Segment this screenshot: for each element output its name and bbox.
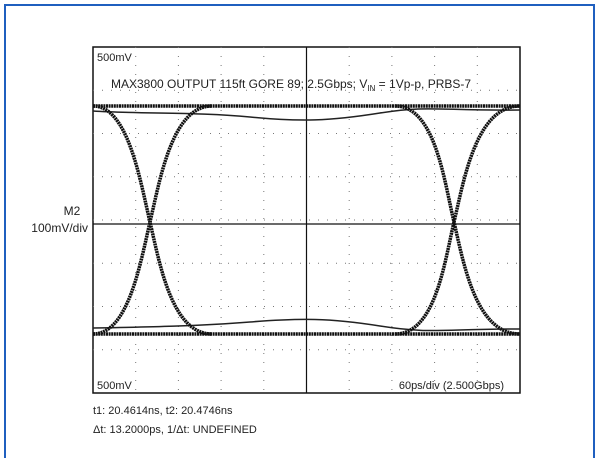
channel-scale: 100mV/div — [31, 221, 88, 235]
title-text: MAX3800 OUTPUT 115ft GORE 89; 2.5Gbps; V — [111, 77, 367, 91]
page: 500mV MAX3800 OUTPUT 115ft GORE 89; 2.5G… — [0, 0, 599, 458]
title-text: = 1Vp-p, PRBS-7 — [375, 77, 471, 91]
channel-name: M2 — [64, 204, 81, 218]
bottom-scale: 500mV — [97, 380, 133, 392]
scope-screen: 500mV MAX3800 OUTPUT 115ft GORE 89; 2.5G… — [93, 47, 520, 393]
title-subscript: IN — [367, 84, 375, 93]
measurement: t1: 20.4614ns, t2: 20.4746ns — [93, 405, 233, 417]
top-scale: 500mV — [97, 52, 133, 64]
screen-title: MAX3800 OUTPUT 115ft GORE 89; 2.5Gbps; V… — [111, 77, 471, 93]
timebase: 60ps/div (2.500Gbps) — [399, 380, 504, 392]
measurement: Δt: 13.2000ps, 1/Δt: UNDEFINED — [93, 424, 257, 436]
